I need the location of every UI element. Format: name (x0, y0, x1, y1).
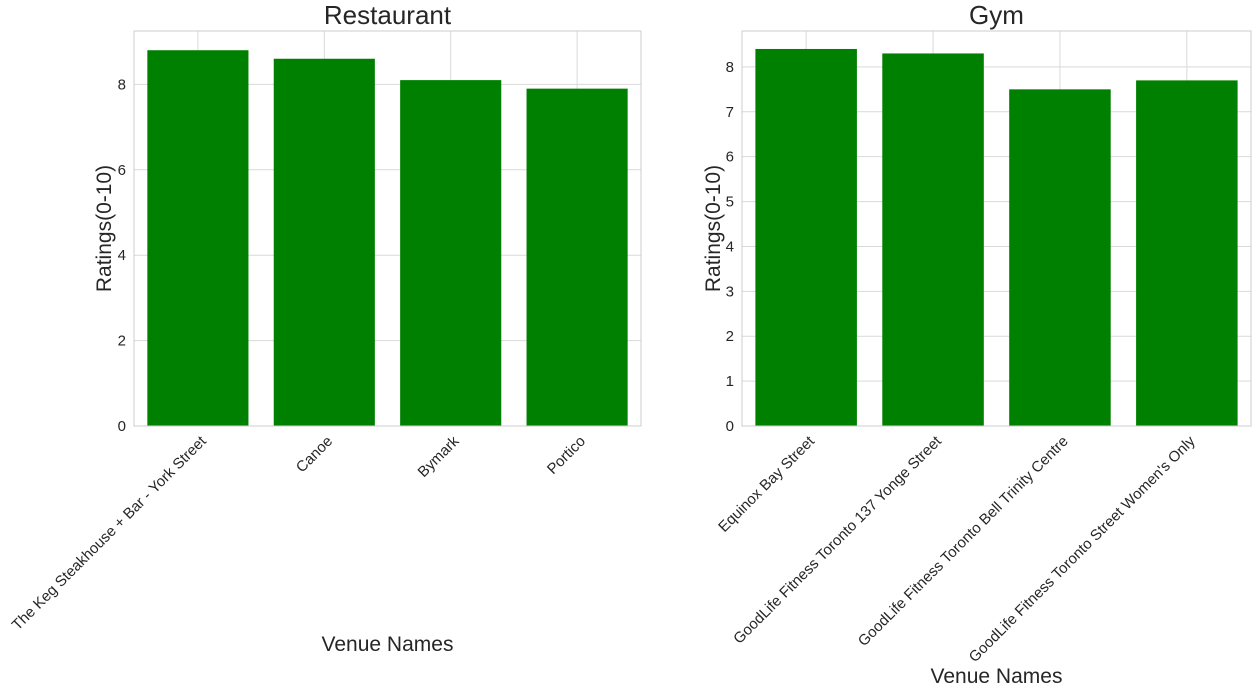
x-tick-label: Portico (544, 433, 589, 478)
x-tick-label: GoodLife Fitness Toronto 137 Yonge Stree… (730, 432, 945, 647)
bar (1136, 80, 1238, 426)
bar (147, 50, 249, 426)
chart-title: Gym (969, 0, 1024, 30)
y-axis-label: Ratings(0-10) (93, 165, 116, 292)
x-tick-label: GoodLife Fitness Toronto Bell Trinity Ce… (855, 433, 1072, 650)
plot-frame (741, 30, 1252, 427)
y-tick-label: 0 (726, 418, 734, 435)
chart-restaurant: Restaurant Venue Names Ratings(0-10) 0 2 4… (9, 0, 642, 656)
y-axis-label: Ratings(0-10) (702, 165, 725, 292)
chart-title: Restaurant (324, 0, 452, 30)
x-tick-label: GoodLife Fitness Toronto Street Women's … (966, 432, 1199, 665)
x-tick-label: Canoe (293, 433, 336, 476)
bar (1009, 89, 1111, 427)
y-tick-label: 8 (118, 76, 126, 93)
bar (400, 80, 502, 427)
bar (755, 48, 857, 427)
bars (755, 48, 1238, 427)
bars (147, 50, 628, 427)
y-tick-label: 2 (118, 333, 126, 350)
y-tick-label: 7 (726, 104, 734, 121)
x-axis-label: Venue Names (931, 665, 1063, 688)
y-tick-label: 6 (726, 149, 734, 166)
chart-gym: Gym Venue Names Ratings(0-10) 0 1 2 3 4 5 6 7 8 E… (702, 0, 1252, 688)
bar (882, 53, 984, 427)
y-tick-label: 5 (726, 194, 734, 211)
x-tick-label: Equinox Bay Street (715, 432, 818, 535)
y-tick-label: 8 (726, 59, 734, 76)
y-tick-label: 4 (118, 247, 126, 264)
y-tick-label: 1 (726, 373, 734, 390)
y-tick-label: 2 (726, 328, 734, 345)
bar (526, 88, 628, 426)
bar (273, 58, 375, 427)
y-tick-label: 6 (118, 162, 126, 179)
y-tick-label: 0 (118, 418, 126, 435)
y-tick-label: 4 (726, 238, 734, 255)
x-tick-label: The Keg Steakhouse + Bar - York Street (9, 432, 211, 634)
x-axis-label: Venue Names (322, 633, 454, 656)
x-tick-label: Bymark (415, 432, 463, 480)
y-tick-label: 3 (726, 283, 734, 300)
plot-frame (133, 30, 642, 427)
